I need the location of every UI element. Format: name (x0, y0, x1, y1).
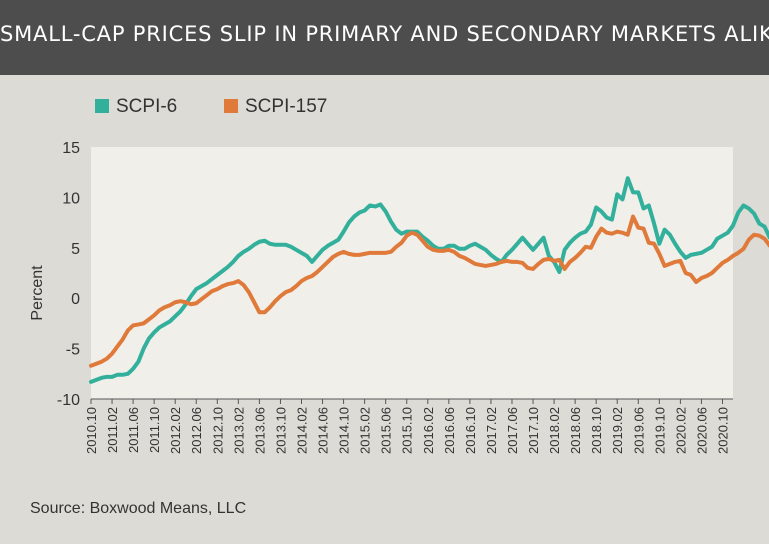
title-banner: SMALL-CAP PRICES SLIP IN PRIMARY AND SEC… (0, 0, 769, 75)
x-tick-label: 2017.02 (484, 407, 499, 454)
y-tick-label: -10 (57, 392, 80, 409)
x-tick-label: 2015.10 (400, 407, 415, 454)
x-tick-label: 2012.02 (168, 407, 183, 454)
x-tick-label: 2011.02 (105, 407, 120, 453)
x-tick-label: 2011.10 (147, 407, 162, 453)
x-tick-label: 2014.06 (316, 407, 331, 454)
y-axis-label: Percent (29, 265, 46, 321)
x-tick-label: 2018.10 (589, 407, 604, 454)
y-tick-label: 15 (62, 140, 80, 157)
x-tick-label: 2020.10 (715, 407, 730, 454)
x-tick-label: 2016.10 (463, 407, 478, 454)
x-tick-label: 2010.10 (84, 407, 99, 454)
y-axis-ticks: 15 10 5 0 -5 -10 (57, 140, 80, 409)
x-tick-label: 2017.06 (505, 407, 520, 454)
legend-label-scpi-157: SCPI-157 (245, 96, 327, 117)
x-tick-label: 2019.02 (610, 407, 625, 454)
x-tick-label: 2011.06 (126, 407, 141, 453)
legend-swatch-scpi-157 (224, 99, 238, 113)
x-tick-label: 2020.06 (694, 407, 709, 454)
x-tick-label: 2014.10 (337, 407, 352, 454)
legend-swatch-scpi-6 (95, 99, 109, 113)
chart-area: 15 10 5 0 -5 -10 2010.10 2011.02 2011.06 2011.10… (29, 96, 769, 454)
chart-title: SMALL-CAP PRICES SLIP IN PRIMARY AND SEC… (0, 22, 769, 46)
x-tick-label: 2016.02 (421, 407, 436, 454)
y-tick-label: -5 (66, 342, 80, 359)
y-tick-label: 0 (71, 291, 80, 308)
legend-label-scpi-6: SCPI-6 (116, 96, 177, 117)
source-note: Source: Boxwood Means, LLC (30, 500, 247, 517)
x-axis-ticks: 2010.10 2011.02 2011.06 2011.10 2012.02 2012.… (84, 399, 730, 454)
plot-background (91, 147, 733, 399)
x-tick-label: 2012.10 (210, 407, 225, 454)
x-tick-label: 2015.06 (379, 407, 394, 454)
x-tick-label: 2019.06 (631, 407, 646, 454)
y-tick-label: 5 (71, 241, 80, 258)
x-tick-label: 2015.02 (358, 407, 373, 454)
x-tick-label: 2013.02 (231, 407, 246, 454)
x-tick-label: 2018.06 (568, 407, 583, 454)
y-tick-label: 10 (62, 190, 80, 207)
series-scpi-157-line (89, 214, 769, 368)
x-tick-label: 2012.06 (189, 407, 204, 454)
legend: SCPI-6 SCPI-157 (95, 96, 327, 117)
x-tick-label: 2020.02 (673, 407, 688, 454)
x-tick-label: 2019.10 (652, 407, 667, 454)
x-tick-label: 2013.10 (273, 407, 288, 454)
x-tick-label: 2017.10 (526, 407, 541, 454)
x-tick-label: 2016.06 (442, 407, 457, 454)
x-tick-label: 2014.02 (294, 407, 309, 454)
x-tick-label: 2018.02 (547, 407, 562, 454)
x-tick-label: 2013.06 (252, 407, 267, 454)
